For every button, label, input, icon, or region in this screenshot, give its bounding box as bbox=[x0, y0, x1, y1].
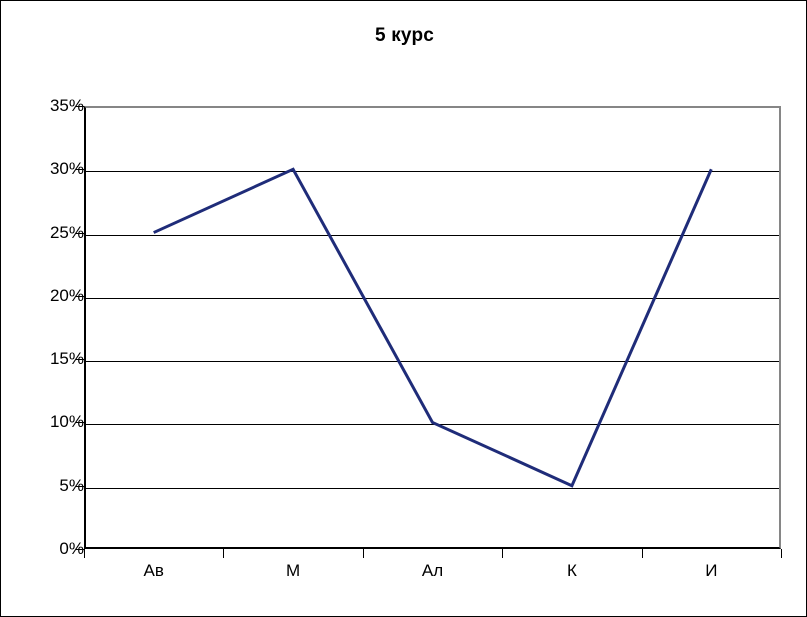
x-axis-tick-mark bbox=[223, 549, 225, 558]
x-axis-category-label: М bbox=[286, 561, 301, 580]
y-axis-tick-label: 15% bbox=[49, 349, 84, 369]
y-axis-tick-label: 25% bbox=[49, 222, 84, 242]
y-axis-tick-mark bbox=[76, 549, 84, 550]
x-axis-category-label: Ав bbox=[143, 561, 164, 580]
plot-area bbox=[84, 106, 781, 549]
gridline bbox=[86, 361, 779, 363]
y-axis-tick-label: 10% bbox=[49, 412, 84, 432]
x-axis-labels: Ав М Ал К И bbox=[84, 557, 781, 597]
y-axis-tick-mark bbox=[76, 232, 84, 234]
x-axis-tick-mark bbox=[641, 549, 643, 558]
gridline bbox=[86, 424, 779, 426]
gridline bbox=[86, 487, 779, 489]
chart-title: 5 курс bbox=[374, 25, 435, 46]
y-axis-tick-label: 35% bbox=[49, 96, 84, 115]
y-axis-tick-mark bbox=[76, 422, 84, 424]
y-axis-tick-mark bbox=[76, 106, 84, 107]
x-axis-tick-mark bbox=[781, 549, 782, 558]
y-axis-tick-label: 5% bbox=[59, 475, 84, 495]
x-axis-tick-mark bbox=[84, 549, 85, 558]
gridline bbox=[86, 297, 779, 299]
x-axis-tick-mark bbox=[362, 549, 364, 558]
series-line-5-kurs bbox=[154, 169, 712, 485]
y-axis-tick-mark bbox=[76, 169, 84, 171]
x-axis-category-label: И bbox=[705, 561, 718, 580]
y-axis-tick-mark bbox=[76, 359, 84, 361]
x-axis-category-label: К bbox=[566, 561, 577, 580]
y-axis-tick-label: 0% bbox=[59, 539, 84, 558]
y-axis-tick-mark bbox=[76, 485, 84, 487]
y-axis-tick-label: 30% bbox=[49, 159, 84, 179]
y-axis-tick-label: 20% bbox=[49, 285, 84, 305]
x-axis-tick-mark bbox=[502, 549, 504, 558]
gridline bbox=[86, 234, 779, 236]
y-axis: 0% 5% 10% 15% 20% 25% 30% 35% bbox=[1, 1, 84, 616]
gridline bbox=[86, 171, 779, 173]
x-axis-category-label: Ал bbox=[421, 561, 444, 580]
y-axis-tick-mark bbox=[76, 295, 84, 297]
series-layer bbox=[84, 106, 781, 549]
